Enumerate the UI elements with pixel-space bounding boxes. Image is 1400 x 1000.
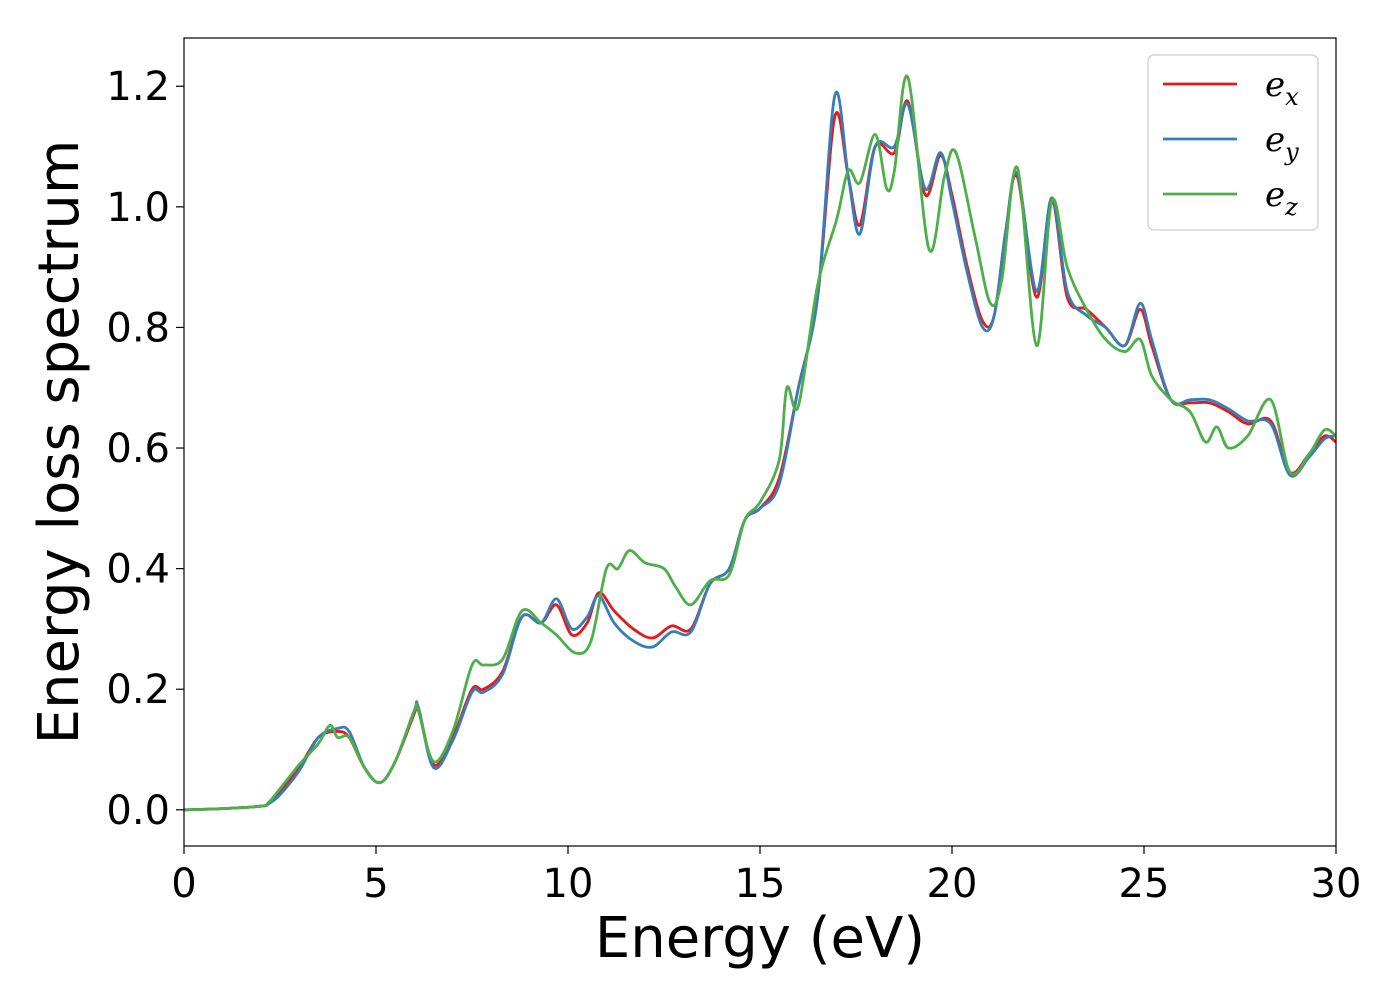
legend: ex ey ez: [1147, 54, 1319, 231]
x-axis-label: Energy (eV): [595, 906, 925, 971]
y-tick-label: 0.0: [106, 788, 170, 834]
legend-label-x: ex: [1265, 65, 1299, 111]
y-tick-label: 0.6: [106, 426, 170, 472]
x-tick-label: 30: [1311, 861, 1362, 907]
x-tick-label: 25: [1119, 861, 1170, 907]
legend-label-y: ey: [1265, 120, 1299, 166]
x-tick-label: 5: [363, 861, 388, 907]
y-tick-label: 1.2: [106, 64, 170, 110]
series-layer: [184, 74, 1336, 812]
y-tick-label: 0.4: [106, 547, 170, 593]
x-tick-label: 10: [543, 861, 594, 907]
x-tick-label: 20: [927, 861, 978, 907]
y-tick-label: 0.2: [106, 667, 170, 713]
series-line-z: [184, 74, 1336, 812]
legend-label-z: ez: [1265, 175, 1298, 221]
y-tick-label: 0.8: [106, 305, 170, 351]
y-axis-label: Energy loss spectrum: [27, 140, 92, 745]
y-tick-label: 1.0: [106, 185, 170, 231]
x-tick-label: 0: [171, 861, 196, 907]
x-tick-label: 15: [735, 861, 786, 907]
y-axis-ticks: 0.0 0.2 0.4 0.6 0.8 1.0 1.2: [106, 64, 184, 834]
x-axis-ticks: 0 5 10 15 20 25 30: [171, 846, 1361, 907]
legend-box: [1147, 54, 1319, 231]
